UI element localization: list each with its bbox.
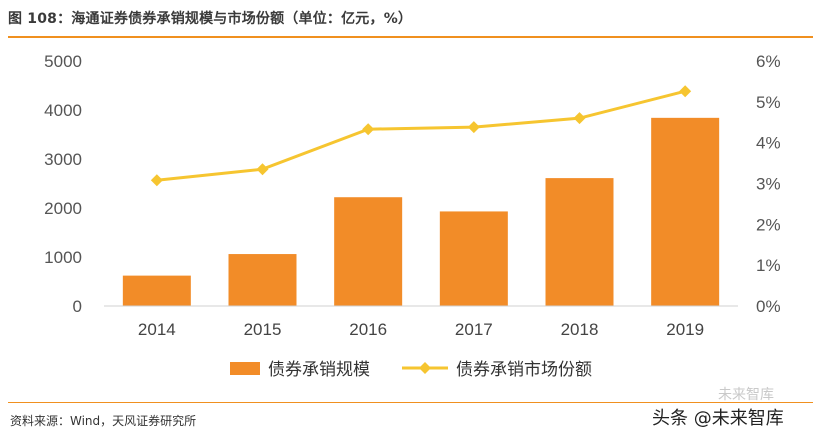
y-right-tick-label: 2% xyxy=(756,215,781,234)
source-divider xyxy=(8,402,813,403)
y-left-tick-label: 5000 xyxy=(44,52,82,71)
y-left-tick-label: 2000 xyxy=(44,199,82,218)
source-note: 资料来源：Wind，天风证券研究所 xyxy=(10,414,197,428)
market-share-point-2015 xyxy=(256,163,269,176)
market-share-point-2018 xyxy=(573,112,586,125)
x-tick-label: 2017 xyxy=(455,320,493,339)
legend-bar-label: 债券承销规模 xyxy=(268,360,370,379)
legend-line-label: 债券承销市场份额 xyxy=(456,360,592,379)
market-share-point-2014 xyxy=(150,174,163,187)
bar-2018 xyxy=(545,178,614,306)
bar-2014 xyxy=(122,275,191,306)
watermark-faint: 未来智库 xyxy=(718,387,774,403)
bar-2019 xyxy=(651,117,720,306)
legend-bar-swatch xyxy=(230,362,260,375)
y-left-tick-label: 4000 xyxy=(44,101,82,120)
bar-2016 xyxy=(334,197,403,306)
market-share-point-2019 xyxy=(679,85,692,98)
title-divider xyxy=(8,36,813,38)
y-left-tick-label: 3000 xyxy=(44,150,82,169)
market-share-point-2016 xyxy=(362,123,375,136)
x-tick-label: 2015 xyxy=(244,320,282,339)
y-left-tick-label: 1000 xyxy=(44,248,82,267)
y-right-tick-label: 6% xyxy=(756,52,781,71)
bar-2015 xyxy=(228,254,297,306)
x-tick-label: 2018 xyxy=(561,320,599,339)
x-tick-label: 2019 xyxy=(666,320,704,339)
y-right-tick-label: 0% xyxy=(756,297,781,316)
chart: 0 1000 2000 3000 4000 5000 0% 1% 2% 3% 4% 5% 6% 201… xyxy=(44,52,781,379)
x-tick-label: 2014 xyxy=(138,320,176,339)
y-right-tick-label: 3% xyxy=(756,175,781,194)
x-tick-label: 2016 xyxy=(349,320,387,339)
bar-2017 xyxy=(439,211,508,306)
market-share-line xyxy=(156,89,686,182)
chart-title: 图 108：海通证券债券承销规模与市场份额（单位：亿元，%） xyxy=(8,11,413,27)
y-left-tick-label: 0 xyxy=(73,297,82,316)
market-share-point-2017 xyxy=(467,121,480,134)
y-right-tick-label: 4% xyxy=(756,134,781,153)
y-right-tick-label: 5% xyxy=(756,93,781,112)
y-right-tick-label: 1% xyxy=(756,256,781,275)
watermark: 头条 @未来智库 xyxy=(652,408,784,429)
legend-line-marker xyxy=(419,362,431,374)
